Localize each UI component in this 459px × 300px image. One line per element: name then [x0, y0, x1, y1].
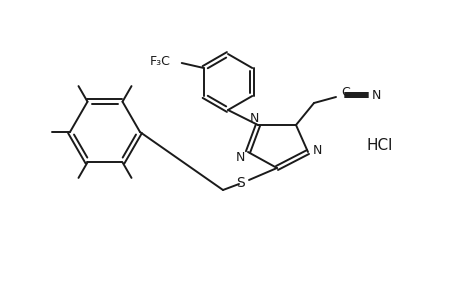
Text: S: S — [236, 176, 245, 190]
Text: N: N — [235, 151, 244, 164]
Text: N: N — [370, 88, 380, 101]
Text: F₃C: F₃C — [149, 55, 170, 68]
Text: N: N — [312, 143, 321, 157]
Text: N: N — [249, 112, 258, 124]
Text: C: C — [340, 85, 349, 98]
Text: HCl: HCl — [366, 137, 392, 152]
